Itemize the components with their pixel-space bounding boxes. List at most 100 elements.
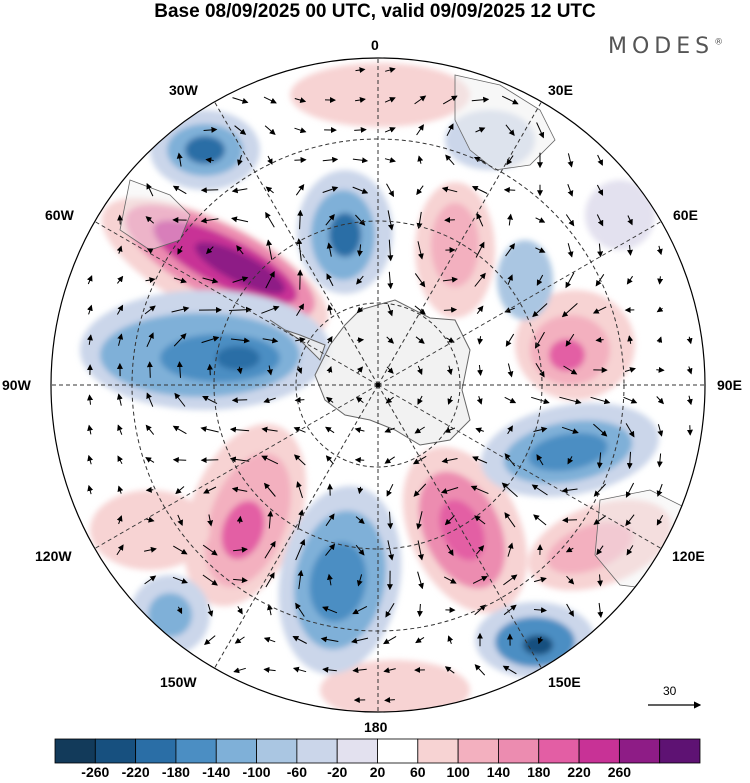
colorbar-tick-label: -20 [327, 764, 348, 780]
wind-vector [87, 424, 94, 435]
wind-vector [505, 333, 515, 347]
wind-vector [204, 635, 216, 646]
wind-vector [535, 247, 546, 253]
wind-vector [623, 396, 638, 404]
colorbar-tick-label: -60 [286, 764, 307, 780]
wind-vector [627, 335, 634, 344]
anomaly-positive [549, 339, 585, 371]
wind-vector [387, 540, 394, 561]
wind-vector [414, 305, 426, 315]
wind-vector [501, 482, 518, 498]
wind-vector [265, 271, 275, 289]
wind-vector [443, 306, 458, 313]
colorbar-tick-label: -220 [121, 764, 150, 780]
wind-vector [352, 667, 367, 674]
wind-vector [175, 486, 185, 495]
lon-label-60e: 60E [673, 207, 698, 223]
map-title: Base 08/09/2025 00 UTC, valid 09/09/2025… [154, 1, 596, 22]
wind-vector [387, 210, 394, 231]
anomaly-negative [528, 432, 608, 472]
colorbar [54, 738, 701, 764]
wind-vector [415, 336, 425, 344]
wind-vector [384, 697, 395, 703]
wind-vector [565, 214, 575, 227]
colorbar-tick-label: 180 [527, 764, 551, 780]
wind-vector [116, 304, 124, 315]
wind-vector [231, 187, 248, 194]
wind-vector [561, 426, 579, 434]
wind-vector [144, 575, 157, 585]
wind-vector [294, 127, 307, 134]
wind-vector [327, 304, 333, 315]
colorbar-segment [618, 738, 661, 764]
meridian-line [377, 101, 542, 386]
wind-vector [261, 426, 278, 433]
wind-vector [263, 637, 276, 643]
wind-vector [352, 186, 369, 194]
wind-vector [446, 365, 453, 376]
wind-vector [536, 122, 545, 139]
meridian-line [377, 384, 662, 549]
wind-vector [116, 393, 123, 406]
wind-vector [173, 545, 188, 555]
wind-vector [352, 157, 369, 164]
wind-vector [413, 483, 427, 497]
wind-vector [355, 97, 366, 103]
wind-vector [446, 544, 454, 556]
wind-vector [144, 546, 157, 553]
wind-vector [229, 456, 250, 463]
wind-vector [532, 303, 548, 318]
africa-coastline [454, 74, 556, 171]
wind-vector [263, 397, 276, 404]
wind-vector [356, 337, 365, 344]
wind-vector [293, 426, 306, 433]
wind-vector [326, 396, 334, 403]
wind-vector [171, 306, 190, 313]
lon-label-150e: 150E [548, 674, 581, 690]
wind-vector [474, 272, 486, 287]
wind-vector [476, 212, 484, 227]
wind-vector [416, 124, 424, 136]
wind-vector [417, 571, 424, 590]
colorbar-segment [498, 738, 540, 764]
lon-label-150w: 150W [160, 674, 197, 690]
wind-vector [87, 394, 94, 405]
wind-vector [207, 603, 214, 617]
wind-vector [202, 277, 219, 284]
wind-vector [475, 241, 485, 258]
wind-vector [536, 274, 544, 286]
wind-vector [416, 185, 424, 196]
wind-vector [475, 427, 484, 434]
wind-vector [686, 366, 693, 375]
wind-vector [295, 538, 306, 561]
wind-vector [416, 603, 423, 617]
wind-vector [266, 365, 273, 376]
wind-vector [443, 576, 457, 584]
wind-vector [355, 516, 365, 525]
wind-vector [237, 154, 243, 166]
colorbar-segment [578, 738, 620, 764]
wind-vector [384, 127, 396, 133]
lon-label-180: 180 [364, 719, 388, 735]
wind-vector [473, 156, 486, 164]
lon-label-30e: 30E [548, 82, 573, 98]
wind-vector [444, 515, 455, 526]
wind-vector [384, 157, 396, 163]
wind-vector [146, 392, 154, 407]
wind-vector [230, 337, 250, 344]
wind-vector [356, 306, 364, 314]
colorbar-segment [175, 738, 217, 764]
wind-vector [507, 213, 514, 226]
wind-vector [351, 637, 369, 644]
colorbar-tick-label: -140 [202, 764, 231, 780]
anomaly-positive [194, 242, 286, 294]
meridian-line [377, 384, 542, 669]
wind-vector [117, 424, 123, 435]
anomaly-positive [290, 63, 470, 127]
wind-vector [233, 667, 246, 674]
colorbar-tick-label: -260 [81, 764, 110, 780]
wind-vector [593, 423, 608, 437]
wind-vector [536, 454, 544, 466]
wind-vector [624, 367, 636, 373]
